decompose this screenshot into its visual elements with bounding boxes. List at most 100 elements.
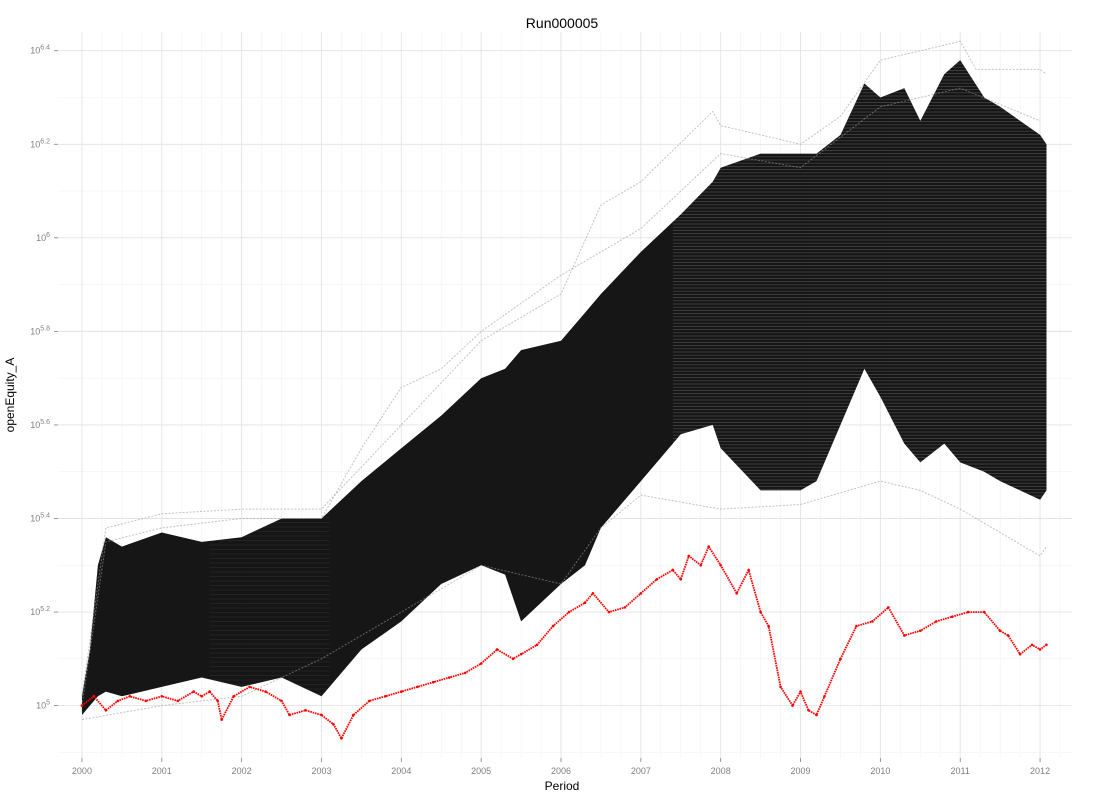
highlight-point xyxy=(887,606,890,609)
highlight-point xyxy=(966,610,970,614)
highlight-point xyxy=(871,620,874,623)
y-tick-label: 106.4 xyxy=(30,45,50,56)
highlight-point xyxy=(352,713,355,717)
highlight-point xyxy=(216,699,219,703)
chart-title: Run000005 xyxy=(526,15,599,31)
highlight-point xyxy=(128,694,132,698)
highlight-point xyxy=(747,568,750,572)
highlight-point xyxy=(192,690,196,693)
highlight-point xyxy=(551,624,555,628)
highlight-point xyxy=(304,708,307,712)
highlight-point xyxy=(918,629,922,633)
highlight-point xyxy=(583,601,587,604)
outer-traces-layer xyxy=(81,40,1047,721)
highlight-point xyxy=(176,699,180,703)
x-axis: 2000 2001 2002 2003 2004 2005 2006 2007 2008 2009… xyxy=(72,758,1050,776)
highlight-point xyxy=(511,657,515,661)
highlight-point xyxy=(384,694,387,698)
highlight-point xyxy=(799,690,802,693)
x-tick-label: 2003 xyxy=(311,766,331,776)
highlight-point xyxy=(687,554,691,558)
highlight-point xyxy=(232,694,235,698)
highlight-point xyxy=(368,699,371,703)
x-tick-label: 2010 xyxy=(870,766,890,776)
highlight-point xyxy=(400,690,403,693)
highlight-point xyxy=(92,694,96,698)
highlight-point xyxy=(815,713,818,717)
x-tick-label: 2001 xyxy=(152,766,172,776)
highlight-point xyxy=(479,662,483,665)
highlight-point xyxy=(495,648,499,651)
highlight-point xyxy=(998,629,1002,633)
highlight-point xyxy=(1030,643,1034,647)
highlight-point xyxy=(104,708,108,712)
highlight-point xyxy=(80,704,84,707)
y-axis-title: openEquity_A xyxy=(3,358,17,433)
highlight-point xyxy=(823,694,826,698)
highlight-point xyxy=(679,578,683,581)
highlight-point xyxy=(591,592,595,595)
y-tick-label: 105.4 xyxy=(30,512,50,523)
highlight-point xyxy=(288,713,291,717)
y-tick-label: 106.2 xyxy=(30,138,50,149)
highlight-point xyxy=(623,606,627,609)
x-tick-label: 2012 xyxy=(1030,766,1050,776)
highlight-point xyxy=(1018,652,1022,656)
highlight-point xyxy=(839,657,842,661)
highlight-point xyxy=(116,699,120,703)
highlight-point xyxy=(607,610,611,614)
highlight-point xyxy=(144,699,148,703)
highlight-point xyxy=(655,578,659,581)
highlight-point xyxy=(759,610,762,614)
highlight-point xyxy=(1045,643,1048,647)
highlight-point xyxy=(567,610,571,614)
highlight-point xyxy=(1006,634,1010,637)
highlight-point xyxy=(707,545,711,548)
highlight-point xyxy=(934,620,938,623)
y-tick-label: 105 xyxy=(36,700,50,711)
highlight-point xyxy=(639,592,643,595)
highlight-point xyxy=(320,713,323,717)
x-tick-label: 2007 xyxy=(631,766,651,776)
y-tick-label: 105.6 xyxy=(30,419,50,430)
highlight-point xyxy=(950,615,954,619)
x-tick-label: 2000 xyxy=(72,766,92,776)
highlight-point xyxy=(340,737,343,740)
highlight-point xyxy=(982,610,986,614)
highlight-point xyxy=(519,652,523,656)
highlight-point xyxy=(463,671,467,675)
highlight-point xyxy=(415,685,419,689)
highlight-point xyxy=(200,694,204,698)
highlight-point xyxy=(767,624,770,628)
highlight-point xyxy=(855,624,858,628)
outer-trace xyxy=(81,87,1041,706)
highlight-point xyxy=(779,685,782,689)
highlight-point xyxy=(671,568,675,572)
outer-trace xyxy=(81,40,1047,697)
x-axis-title: Period xyxy=(545,779,580,793)
highlight-point xyxy=(220,718,223,721)
highlight-point xyxy=(248,685,251,689)
x-tick-label: 2006 xyxy=(551,766,571,776)
x-tick-label: 2011 xyxy=(951,766,970,776)
highlight-point xyxy=(791,704,794,707)
x-tick-label: 2004 xyxy=(391,766,411,776)
highlight-point xyxy=(903,634,906,637)
highlight-point xyxy=(447,676,451,679)
highlight-point xyxy=(735,592,738,595)
highlight-point xyxy=(280,699,283,703)
highlight-point xyxy=(160,694,164,698)
y-tick-label: 105.8 xyxy=(30,325,50,336)
highlight-point xyxy=(719,563,722,567)
highlight-point xyxy=(332,723,335,726)
y-axis: 105 105.2 105.4 105.6 105.8 106 106.2 106.4 xyxy=(30,45,58,711)
x-tick-label: 2008 xyxy=(711,766,731,776)
highlight-point xyxy=(431,680,435,684)
x-tick-label: 2002 xyxy=(232,766,252,776)
highlight-point xyxy=(264,690,267,693)
y-tick-label: 106 xyxy=(36,232,50,243)
highlight-point xyxy=(807,708,810,712)
x-tick-label: 2009 xyxy=(791,766,811,776)
y-tick-label: 105.2 xyxy=(30,606,50,617)
